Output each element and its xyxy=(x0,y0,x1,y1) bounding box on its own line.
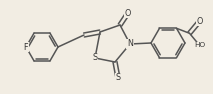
Text: O: O xyxy=(196,17,203,26)
Text: HO: HO xyxy=(194,42,205,48)
Text: S: S xyxy=(92,53,98,63)
Text: F: F xyxy=(24,42,28,52)
Text: N: N xyxy=(127,39,133,49)
Text: O: O xyxy=(125,8,131,17)
Text: S: S xyxy=(115,74,121,83)
